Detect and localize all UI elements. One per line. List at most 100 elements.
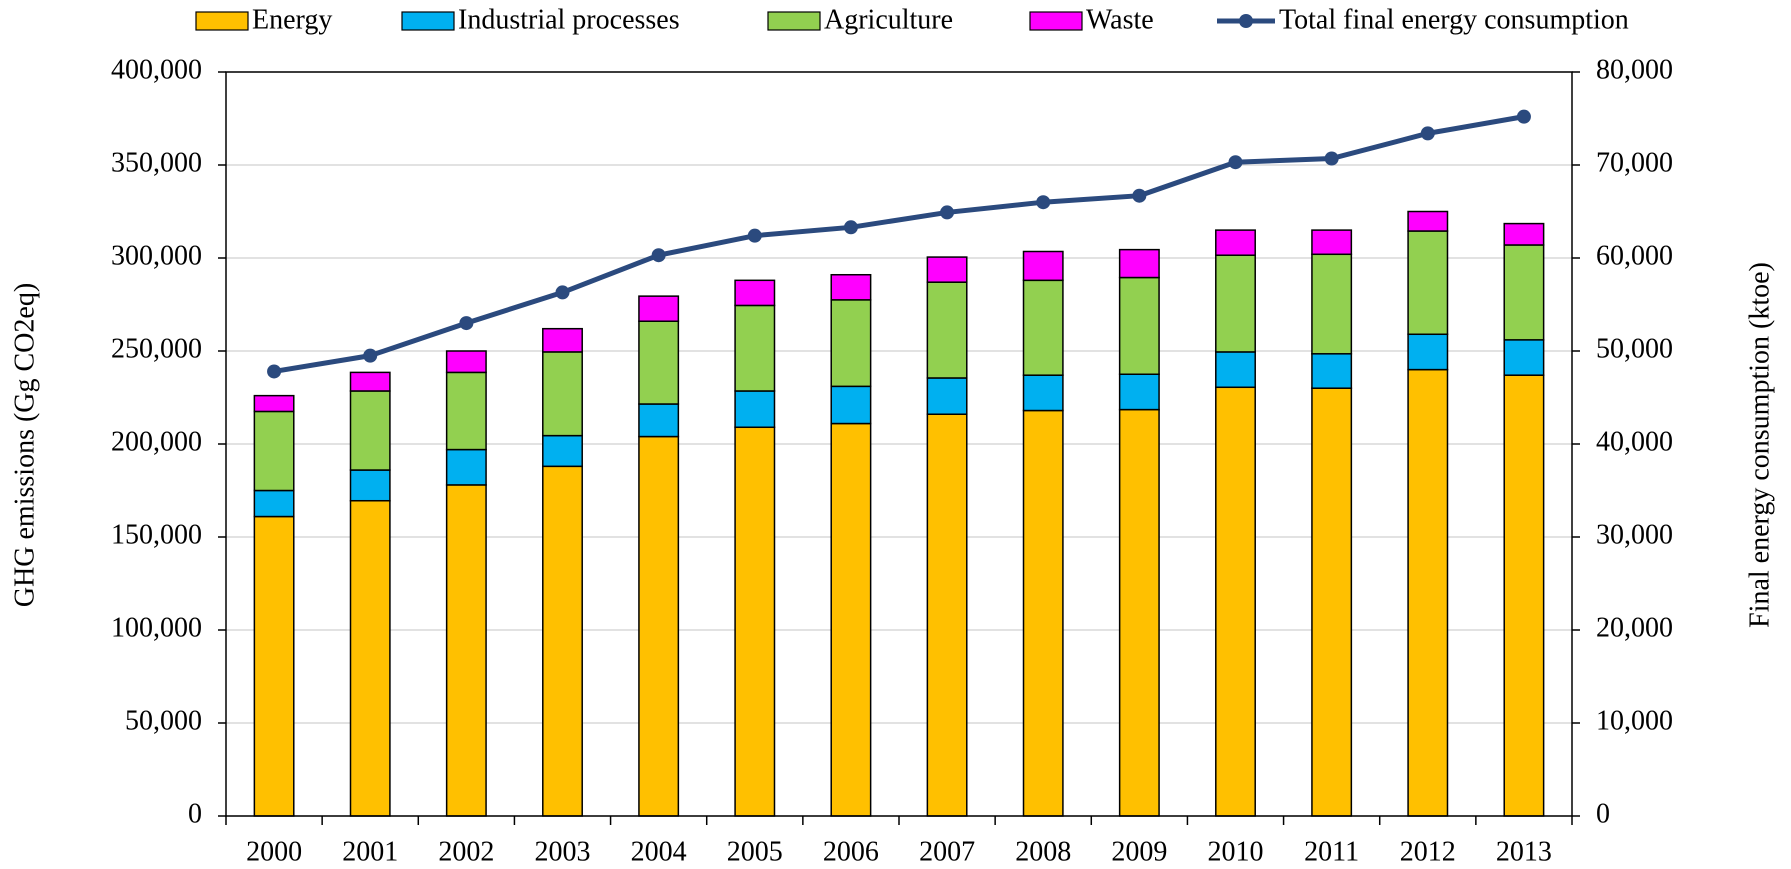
bar [926, 256, 968, 283]
y-tick-label: 50,000 [125, 705, 202, 736]
bar [1311, 353, 1353, 389]
bar [1215, 229, 1256, 256]
bar [253, 515, 295, 817]
legend-label: Agriculture [824, 4, 953, 35]
legend-label: Industrial processes [458, 4, 680, 35]
bar [1503, 374, 1545, 817]
y2-tick-label: 80,000 [1596, 54, 1673, 85]
y-tick-label: 300,000 [111, 240, 202, 271]
bar [830, 385, 872, 425]
line-marker [843, 220, 858, 235]
line-marker [1516, 109, 1531, 124]
legend-item: Energy [195, 4, 332, 35]
bar [1022, 409, 1064, 817]
bar [1407, 230, 1449, 336]
plot-frame [225, 71, 1573, 817]
x-tick-label: 2007 [919, 836, 975, 867]
bar [926, 281, 968, 379]
bar [1022, 279, 1064, 376]
x-tick-label: 2000 [246, 836, 302, 867]
bar [349, 499, 391, 817]
line-marker [651, 248, 666, 263]
bar [1503, 244, 1545, 341]
line-marker [267, 364, 282, 379]
line-marker [555, 285, 570, 300]
bar [1215, 351, 1256, 389]
bar [542, 434, 583, 468]
y2-tick-label: 50,000 [1596, 333, 1673, 364]
bar [445, 484, 487, 817]
bar [1311, 229, 1353, 256]
bar [349, 390, 391, 471]
legend-swatch [195, 11, 249, 31]
bar [445, 371, 487, 451]
line-marker [747, 228, 762, 243]
x-tick-label: 2002 [438, 836, 494, 867]
legend-swatch [767, 11, 821, 31]
line-marker [1228, 155, 1243, 170]
x-tick-label: 2012 [1400, 836, 1456, 867]
line-marker [1324, 151, 1339, 166]
y-tick-label: 350,000 [111, 147, 202, 178]
bar [830, 273, 872, 301]
line-series [273, 114, 1525, 374]
bar [1022, 250, 1064, 282]
bar [1503, 222, 1545, 246]
x-tick-label: 2003 [535, 836, 591, 867]
legend-item: Waste [1029, 4, 1154, 35]
legend-item: Industrial processes [401, 4, 680, 35]
y2-tick-label: 60,000 [1596, 240, 1673, 271]
bar [734, 304, 776, 392]
line-marker [459, 316, 474, 331]
y2-tick-label: 20,000 [1596, 612, 1673, 643]
bar [1407, 210, 1449, 232]
bar [1407, 368, 1449, 817]
bar [1311, 387, 1353, 817]
legend-swatch [1029, 11, 1083, 31]
legend-marker [1239, 14, 1253, 28]
bar [445, 448, 487, 486]
y-tick-label: 200,000 [111, 426, 202, 457]
y-tick-label: 150,000 [111, 519, 202, 550]
y-tick-label: 400,000 [111, 54, 202, 85]
bar [830, 299, 872, 388]
bar [253, 489, 295, 518]
legend-item: Agriculture [767, 4, 953, 35]
bar [542, 351, 583, 437]
bar [734, 390, 776, 429]
bar [926, 377, 968, 415]
line-marker [1132, 188, 1147, 203]
y-axis-label: GHG emissions (Gg CO2eq) [9, 283, 40, 607]
bar [638, 320, 680, 405]
line-marker [363, 348, 378, 363]
bar [349, 371, 391, 392]
y-tick-label: 100,000 [111, 612, 202, 643]
y-tick-label: 0 [188, 798, 202, 829]
bar [638, 403, 680, 438]
y2-tick-label: 70,000 [1596, 147, 1673, 178]
y2-tick-label: 40,000 [1596, 426, 1673, 457]
bar [253, 410, 295, 492]
x-tick-label: 2005 [727, 836, 783, 867]
bar [734, 426, 776, 817]
bar [638, 435, 680, 817]
bar [1503, 339, 1545, 376]
x-tick-label: 2001 [342, 836, 398, 867]
bar [253, 394, 295, 413]
x-tick-label: 2010 [1208, 836, 1264, 867]
y2-axis-label: Final energy consumption (ktoe) [1744, 262, 1775, 628]
bar [830, 422, 872, 817]
x-tick-label: 2011 [1304, 836, 1359, 867]
bar [1118, 276, 1160, 375]
y2-tick-label: 30,000 [1596, 519, 1673, 550]
bar [1311, 253, 1353, 355]
bar [1407, 333, 1449, 371]
x-tick-label: 2013 [1496, 836, 1552, 867]
legend-item: Total final energy consumption [1217, 4, 1629, 35]
legend-swatch [401, 11, 455, 31]
y2-tick-label: 0 [1596, 798, 1610, 829]
bar [1022, 374, 1064, 412]
legend-label: Energy [252, 4, 332, 35]
bar [734, 279, 776, 307]
